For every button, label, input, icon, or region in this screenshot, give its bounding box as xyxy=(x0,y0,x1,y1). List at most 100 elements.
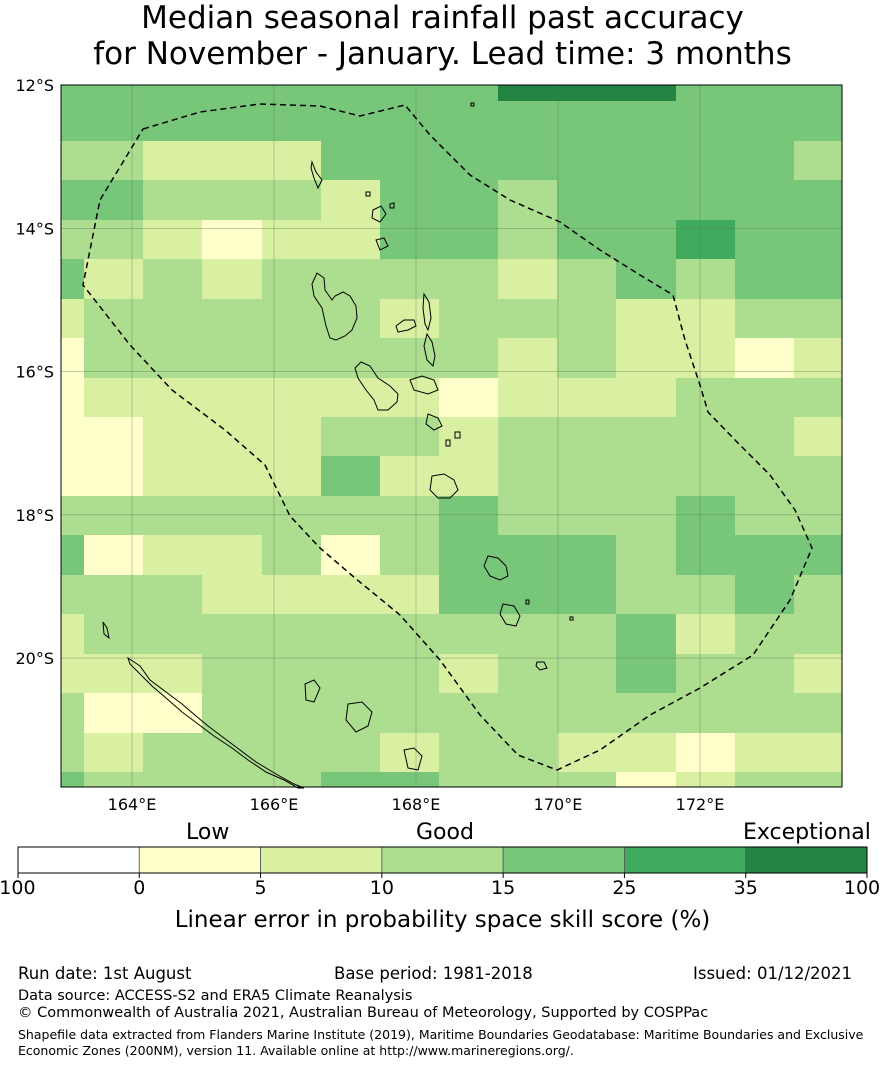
grid-cell xyxy=(794,693,843,734)
grid-cell xyxy=(676,259,736,300)
axis-labels: 12°S 14°S 16°S 18°S 20°S 164°E 166°E 168°E 170°E… xyxy=(15,76,724,814)
grid-cell xyxy=(676,693,736,734)
grid-cell xyxy=(262,733,322,773)
grid-cell xyxy=(439,456,499,497)
island-tanna xyxy=(499,603,521,627)
grid-cell xyxy=(202,575,263,615)
grid-cell xyxy=(262,180,322,221)
grid-cell xyxy=(143,654,203,694)
grid-cell xyxy=(794,496,843,536)
grid-cell xyxy=(735,575,795,615)
grid-cell xyxy=(735,456,795,497)
grid-cell xyxy=(439,614,499,655)
grid-cell xyxy=(616,338,677,379)
grid-cell xyxy=(84,141,144,181)
island-ambrym xyxy=(409,375,439,395)
grid-cell xyxy=(321,378,381,418)
colorbar-tick-label: 10 xyxy=(369,877,394,899)
grid-cell xyxy=(557,259,617,300)
grid-cell xyxy=(676,733,736,773)
colorbar-swatch xyxy=(624,846,747,874)
grid-cell xyxy=(557,417,617,457)
grid-cell xyxy=(262,496,322,536)
grid-cell xyxy=(143,299,203,339)
grid-cell xyxy=(202,85,263,102)
grid-cell xyxy=(498,220,558,260)
grid-cell xyxy=(202,180,263,221)
grid-cell xyxy=(676,535,736,576)
grid-cell xyxy=(321,772,381,788)
grid-cell xyxy=(794,614,843,655)
island-new-caledonia xyxy=(127,656,305,789)
grid-cell xyxy=(202,693,263,734)
grid-cell xyxy=(143,535,203,576)
grid-cell xyxy=(676,614,736,655)
grid-cell xyxy=(84,417,144,457)
grid-cell xyxy=(557,299,617,339)
grid-cell xyxy=(143,417,203,457)
grid-cell xyxy=(616,417,677,457)
grid-cell xyxy=(380,614,440,655)
grid-cell xyxy=(794,299,843,339)
grid-cell xyxy=(439,417,499,457)
grid-cell xyxy=(794,417,843,457)
grid-cell xyxy=(84,693,144,734)
colorbar-swatch xyxy=(381,846,504,874)
lon-label: 170°E xyxy=(534,795,583,814)
grid-cell xyxy=(439,654,499,694)
grid-cell xyxy=(202,654,263,694)
island-erromango xyxy=(483,555,509,581)
grid-cell xyxy=(735,496,795,536)
grid-cell xyxy=(439,378,499,418)
grid-cell xyxy=(498,456,558,497)
grid-cell xyxy=(557,378,617,418)
island-torres xyxy=(310,160,323,190)
grid-cell xyxy=(84,299,144,339)
grid-cell xyxy=(143,338,203,379)
grid-cell xyxy=(61,180,85,221)
grid-cell xyxy=(676,220,736,260)
grid-cell xyxy=(321,180,381,221)
grid-cell xyxy=(676,417,736,457)
grid-cell xyxy=(735,141,795,181)
grid-cell xyxy=(735,85,795,102)
grid-cell xyxy=(380,338,440,379)
grid-cell xyxy=(794,180,843,221)
island-banks-2 xyxy=(375,237,389,251)
grid-cell xyxy=(616,772,677,788)
grid-cell xyxy=(84,220,144,260)
grid-cell xyxy=(202,378,263,418)
grid-cell xyxy=(616,378,677,418)
grid-cell xyxy=(84,101,144,142)
grid-cell xyxy=(557,141,617,181)
map-frame xyxy=(60,84,843,788)
eez-boundary xyxy=(82,103,813,771)
grid-cell xyxy=(84,654,144,694)
grid-cell xyxy=(262,85,322,102)
grid-cell xyxy=(321,575,381,615)
grid-cell xyxy=(616,101,677,142)
grid-cell xyxy=(380,693,440,734)
colorbar-swatch xyxy=(745,846,868,874)
grid-cell xyxy=(616,535,677,576)
colorbar-swatch xyxy=(138,846,261,874)
grid-cell xyxy=(321,456,381,497)
grid-cell xyxy=(498,614,558,655)
colorbar-tick-label: -100 xyxy=(0,877,36,899)
grid-cell xyxy=(380,535,440,576)
grid-cell xyxy=(262,456,322,497)
colorbar-tick-label: 100 xyxy=(843,877,881,899)
grid-cell xyxy=(794,220,843,260)
grid-cell xyxy=(321,535,381,576)
grid-cell xyxy=(61,417,85,457)
colorbar-swatch xyxy=(17,846,140,874)
island-small-5 xyxy=(470,102,475,107)
grid-cell xyxy=(735,101,795,142)
map-title: Median seasonal rainfall past accuracy f… xyxy=(0,0,885,72)
lat-label: 18°S xyxy=(15,506,54,525)
grid-cell xyxy=(557,693,617,734)
grid-cell xyxy=(61,220,85,260)
grid-cell xyxy=(735,535,795,576)
grid-cell xyxy=(321,417,381,457)
grid-cell xyxy=(61,101,85,142)
